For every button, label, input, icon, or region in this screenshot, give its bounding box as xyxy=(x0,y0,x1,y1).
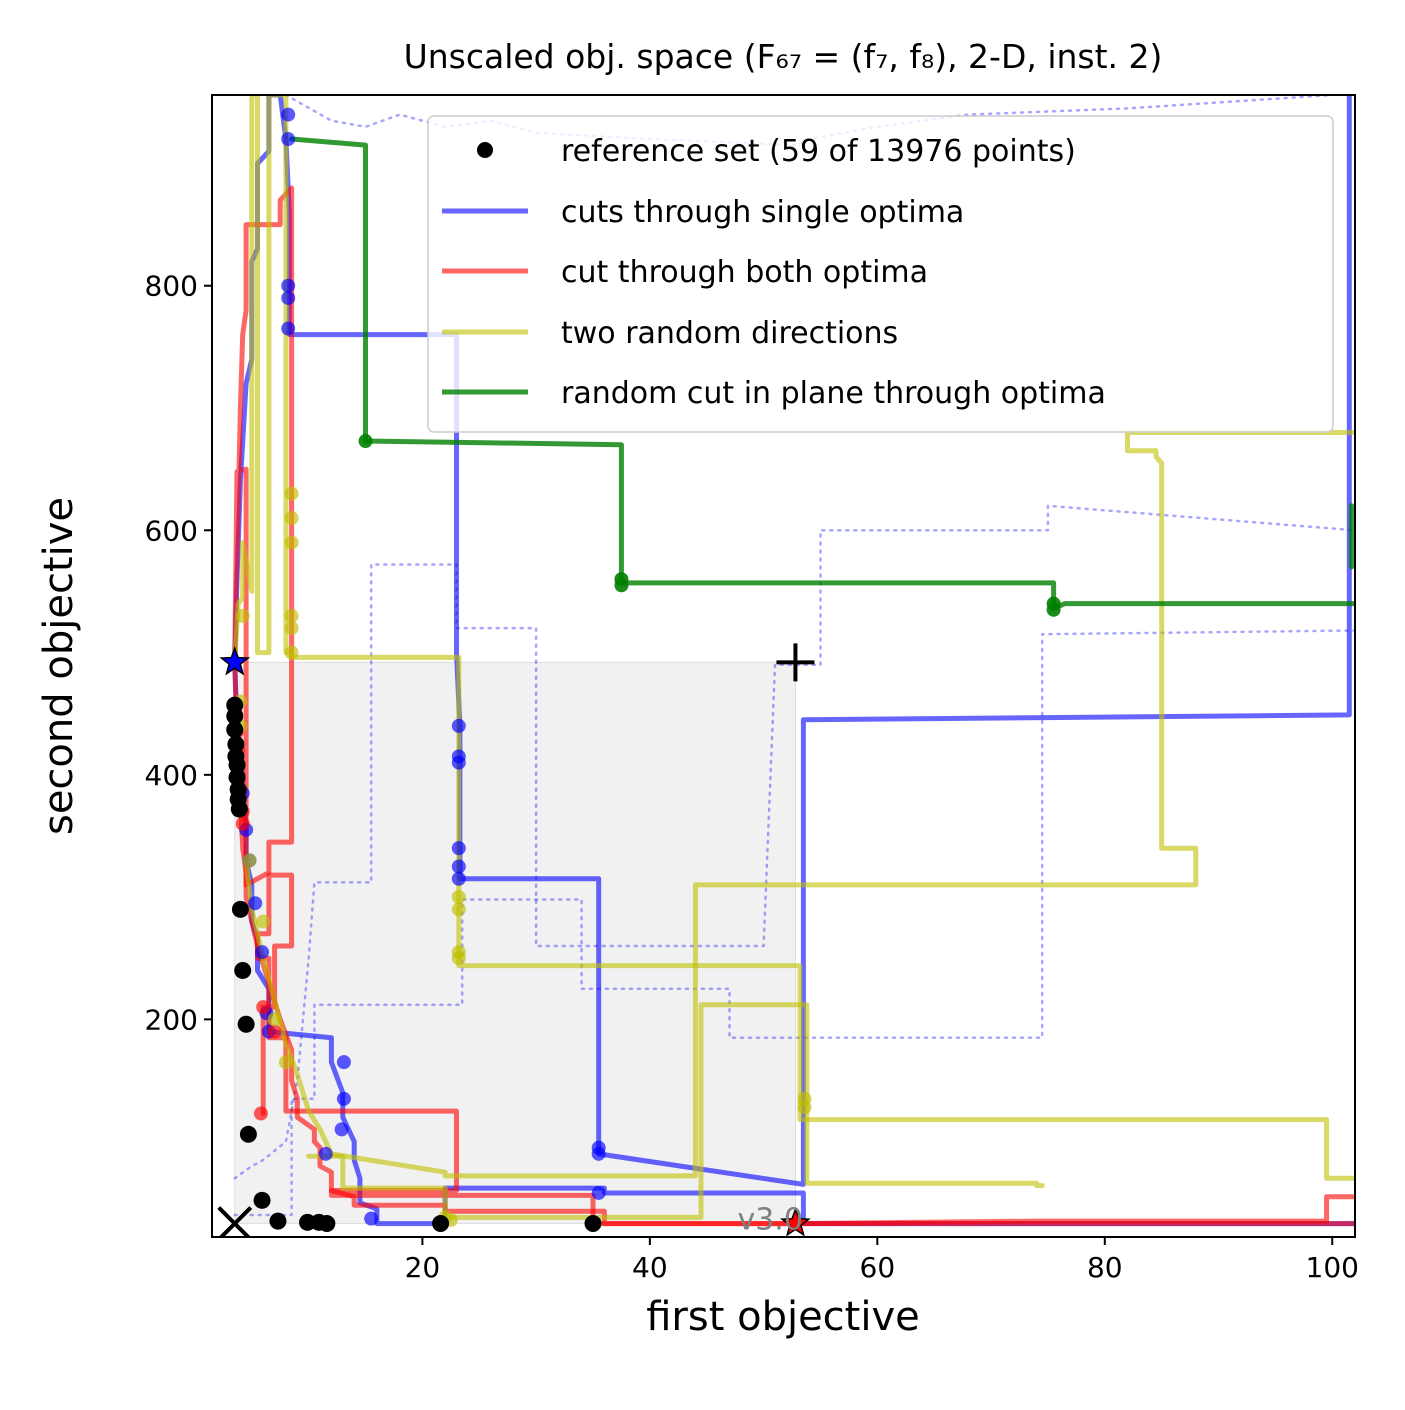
reference-point xyxy=(228,756,246,774)
x-tick-label: 60 xyxy=(860,1251,896,1284)
marker-single xyxy=(334,1122,349,1137)
reference-point xyxy=(228,768,246,786)
x-tick-label: 100 xyxy=(1306,1251,1359,1284)
legend-marker-reference-set xyxy=(477,142,493,158)
marker-both xyxy=(267,1024,282,1039)
reference-point xyxy=(318,1215,336,1233)
marker-random xyxy=(284,621,299,636)
y-tick-label: 200 xyxy=(145,1003,198,1036)
reference-point xyxy=(227,735,245,753)
marker-random xyxy=(284,486,299,501)
plot-area: v3.0 xyxy=(217,95,1355,1238)
ideal-point-x-marker xyxy=(217,1206,253,1237)
reference-point xyxy=(226,721,244,739)
reference-point xyxy=(231,900,249,918)
marker-single xyxy=(364,1211,379,1226)
marker-random xyxy=(284,608,299,623)
reference-set-points xyxy=(226,696,602,1233)
marker-random xyxy=(797,1100,812,1115)
marker-single xyxy=(281,290,296,305)
optimum-1-star xyxy=(219,646,251,676)
x-tick-label: 80 xyxy=(1087,1251,1123,1284)
x-axis-label: first objective xyxy=(646,1294,920,1340)
y-tick-label: 600 xyxy=(145,514,198,547)
reference-point xyxy=(253,1191,271,1209)
legend-box xyxy=(427,115,1334,433)
marker-random xyxy=(242,853,257,868)
series-line-random-10 xyxy=(306,1002,1045,1220)
marker-random xyxy=(284,511,299,526)
y-tick-label: 400 xyxy=(145,759,198,792)
region-of-interest xyxy=(234,661,796,1225)
marker-single xyxy=(591,1185,606,1200)
legend-label-reference-set: reference set (59 of 13976 points) xyxy=(561,134,1076,169)
reference-point xyxy=(239,1125,257,1143)
legend-entry-both-optima: cut through both optima xyxy=(442,255,928,290)
x-axis: 20 40 60 80 100 xyxy=(405,1237,1359,1284)
marker-single xyxy=(255,945,270,960)
y-tick-label: 800 xyxy=(145,270,198,303)
marker-single xyxy=(451,859,466,874)
series-line-random-8 xyxy=(232,95,1355,1181)
marker-plane xyxy=(1046,602,1061,617)
marker-plane xyxy=(614,578,629,593)
marker-single xyxy=(451,841,466,856)
y-axis-label: second objective xyxy=(36,497,82,835)
x-tick-label: 40 xyxy=(632,1251,668,1284)
reference-point xyxy=(237,1015,255,1033)
legend-entry-random-plane-cut: random cut in plane through optima xyxy=(442,376,1106,411)
marker-plane xyxy=(358,434,373,449)
reference-point xyxy=(230,800,248,818)
reference-point xyxy=(584,1215,602,1233)
marker-random xyxy=(267,1012,282,1027)
marker-random xyxy=(235,608,250,623)
marker-single xyxy=(281,132,296,147)
optimum-2-star xyxy=(780,1207,811,1237)
marker-both xyxy=(253,1106,268,1121)
marker-single xyxy=(336,1055,351,1070)
marker-random xyxy=(256,914,271,929)
reference-point xyxy=(234,961,252,979)
marker-single xyxy=(591,1146,606,1161)
legend-entry-reference-set: reference set (59 of 13976 points) xyxy=(477,134,1076,169)
marker-random xyxy=(451,951,466,966)
marker-random xyxy=(451,890,466,905)
reference-point xyxy=(432,1215,450,1233)
marker-random xyxy=(278,1055,293,1070)
marker-both xyxy=(235,816,250,831)
special-points xyxy=(217,643,815,1237)
marker-random xyxy=(284,535,299,550)
legend: reference set (59 of 13976 points) cuts … xyxy=(427,115,1334,433)
series-line-both-6 xyxy=(232,185,295,888)
legend-entry-random-directions: two random directions xyxy=(442,316,898,351)
marker-single xyxy=(451,755,466,770)
marker-single xyxy=(248,896,263,911)
legend-entry-single-optima: cuts through single optima xyxy=(442,195,964,230)
legend-label-random-directions: two random directions xyxy=(561,316,898,351)
reference-point xyxy=(269,1212,287,1230)
y-axis: 200 400 600 800 xyxy=(145,270,212,1036)
plot-frame xyxy=(211,94,1356,1238)
marker-single xyxy=(281,107,296,122)
chart-title: Unscaled obj. space (F₆₇ = (f₇, f₈), 2-D… xyxy=(404,37,1163,76)
marker-single xyxy=(281,321,296,336)
marker-single xyxy=(451,871,466,886)
marker-both xyxy=(256,1000,271,1015)
nadir-point-plus-marker xyxy=(776,643,815,682)
marker-random xyxy=(451,902,466,917)
reference-point xyxy=(226,707,244,725)
marker-single xyxy=(451,718,466,733)
x-tick-label: 20 xyxy=(405,1251,441,1284)
legend-label-single-optima: cuts through single optima xyxy=(561,195,964,230)
marker-single xyxy=(318,1146,333,1161)
marker-random xyxy=(284,645,299,660)
legend-label-both-optima: cut through both optima xyxy=(561,255,928,290)
marker-single xyxy=(281,278,296,293)
legend-label-random-plane-cut: random cut in plane through optima xyxy=(561,376,1106,411)
marker-single xyxy=(336,1091,351,1106)
version-label: v3.0 xyxy=(737,1203,802,1238)
